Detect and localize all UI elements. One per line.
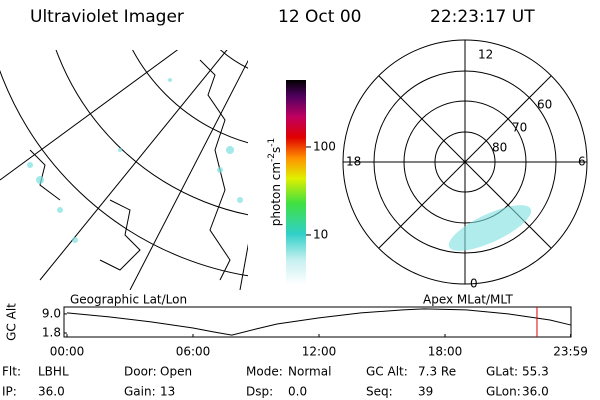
date: 12 Oct 00 xyxy=(278,7,361,27)
x-tick-label: 06:00 xyxy=(176,345,211,359)
hour-label: 18 xyxy=(346,155,361,169)
geo-label: Geographic Lat/Lon xyxy=(70,293,187,307)
footer-label: Door: xyxy=(124,365,157,379)
hour-label: 12 xyxy=(478,48,493,62)
footer-label: Flt: xyxy=(2,365,21,379)
plot-frame xyxy=(63,306,572,338)
footer-value: 36.0 xyxy=(522,385,549,399)
footer-label: GLat: xyxy=(486,365,518,379)
footer-label: Mode: xyxy=(246,365,283,379)
colorbar-label: photon cm-2s-1 xyxy=(267,138,283,227)
footer-label: GLon: xyxy=(486,385,521,399)
footer-label: GC Alt: xyxy=(366,365,408,379)
y-axis-label: GC Alt xyxy=(5,303,19,341)
hour-label: 0 xyxy=(470,277,478,291)
x-tick-label: 23:59 xyxy=(553,345,588,359)
footer-value: 36.0 xyxy=(38,385,65,399)
footer-label: IP: xyxy=(2,385,17,399)
colorbar-tick-label: 10 xyxy=(313,227,328,241)
colorbar xyxy=(286,80,306,285)
y-tick-label: 1.8 xyxy=(42,326,61,340)
lat-label: 70 xyxy=(512,121,527,135)
geo-map xyxy=(0,50,248,290)
footer-value: Normal xyxy=(288,365,331,379)
footer-label: Dsp: xyxy=(246,385,273,399)
polar-label: Apex MLat/MLT xyxy=(423,293,513,307)
footer-value: Open xyxy=(160,365,192,379)
time: 22:23:17 UT xyxy=(430,7,535,27)
y-tick-label: 9.0 xyxy=(42,306,61,320)
footer-value: 7.3 Re xyxy=(418,365,456,379)
footer-label: Gain: xyxy=(124,385,156,399)
footer-value: 13 xyxy=(160,385,175,399)
aurora xyxy=(448,205,532,251)
footer-value: 55.3 xyxy=(522,365,549,379)
x-tick-label: 12:00 xyxy=(302,345,337,359)
footer-value: 39 xyxy=(418,385,433,399)
footer-label: Seq: xyxy=(366,385,393,399)
x-tick-label: 18:00 xyxy=(428,345,463,359)
altitude-line xyxy=(66,308,572,336)
hour-label: 6 xyxy=(578,155,586,169)
title: Ultraviolet Imager xyxy=(30,7,184,27)
lat-label: 80 xyxy=(492,141,507,155)
lat-label: 60 xyxy=(537,98,552,112)
footer-value: 0.0 xyxy=(288,385,307,399)
footer-value: LBHL xyxy=(38,365,69,379)
polar-grid xyxy=(342,39,588,285)
x-tick-label: 00:00 xyxy=(50,345,85,359)
colorbar-tick-label: 100 xyxy=(313,139,336,153)
